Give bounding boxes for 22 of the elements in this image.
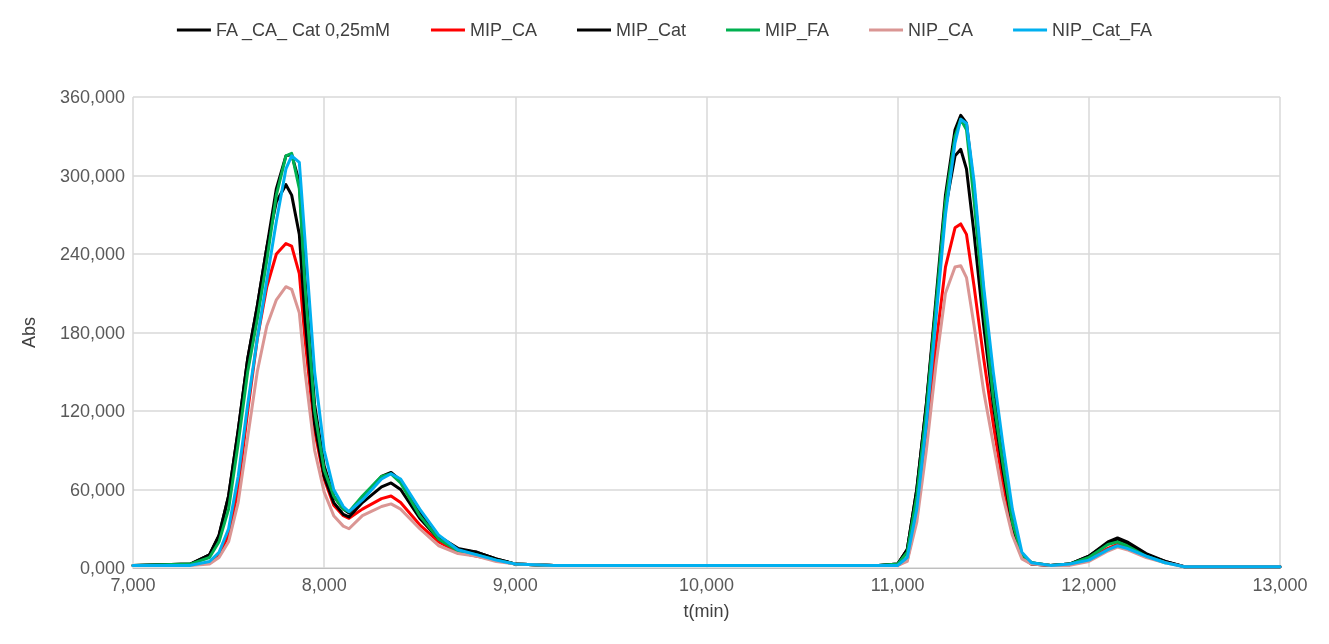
y-tick-label: 0,000: [79, 558, 125, 578]
x-tick-label: 9,000: [492, 575, 538, 595]
x-tick-label: 13,000: [1252, 575, 1308, 595]
y-tick-label: 240,000: [59, 244, 125, 264]
y-tick-label: 120,000: [59, 401, 125, 421]
y-tick-label: 60,000: [69, 479, 125, 500]
legend-label: NIP_Cat_FA: [1052, 20, 1153, 41]
x-tick-label: 11,000: [870, 575, 925, 595]
y-tick-label: 180,000: [59, 322, 125, 343]
legend-label: NIP_CA: [908, 20, 974, 41]
x-tick-label: 8,000: [301, 575, 347, 595]
x-tick-label: 7,000: [110, 575, 156, 595]
y-axis-title: Abs: [19, 316, 39, 349]
legend-label: MIP_FA: [765, 20, 830, 41]
y-tick-label: 360,000: [59, 87, 125, 107]
legend-label: MIP_Cat: [615, 20, 687, 41]
x-tick-label: 10,000: [678, 575, 735, 595]
x-tick-label: 12,000: [1061, 575, 1117, 595]
legend-label: FA _CA_ Cat 0,25mM: [215, 20, 390, 41]
y-tick-label: 300,000: [59, 165, 125, 186]
x-axis-title: t(min): [683, 601, 730, 621]
legend-label: MIP_CA: [469, 20, 537, 41]
